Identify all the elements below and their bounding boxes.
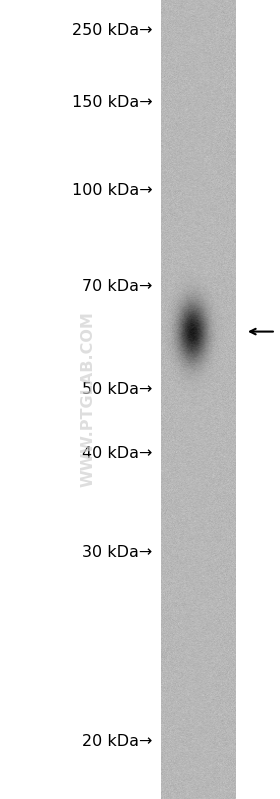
Text: 50 kDa→: 50 kDa→	[82, 383, 153, 397]
Text: WWW.PTGLAB.COM: WWW.PTGLAB.COM	[81, 312, 96, 487]
Text: 70 kDa→: 70 kDa→	[82, 279, 153, 293]
Text: 20 kDa→: 20 kDa→	[82, 734, 153, 749]
Text: 30 kDa→: 30 kDa→	[82, 546, 153, 560]
Text: 40 kDa→: 40 kDa→	[82, 447, 153, 461]
Text: 100 kDa→: 100 kDa→	[72, 183, 153, 197]
Text: 150 kDa→: 150 kDa→	[72, 95, 153, 109]
Text: 250 kDa→: 250 kDa→	[72, 23, 153, 38]
